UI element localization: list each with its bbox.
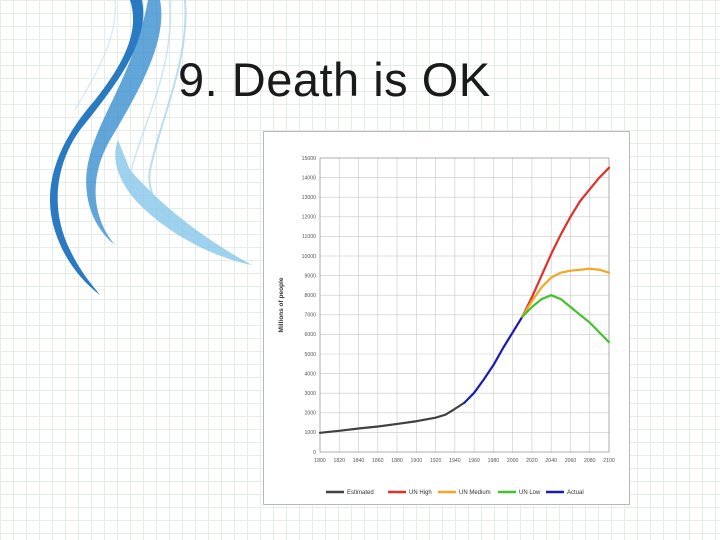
series-line-actual: [463, 315, 524, 404]
legend-label-un-medium: UN Medium: [459, 490, 491, 496]
series-line-un-high: [521, 166, 611, 318]
population-chart: 0 1000 2000 3000 4000 5000 6000 7000 8000 9000 100…: [278, 156, 615, 496]
slide-title: 9. Death is OK: [178, 53, 491, 106]
x-tick-label: 2100: [603, 458, 615, 464]
series-line-un-low: [521, 294, 611, 344]
y-tick-label: 7000: [304, 313, 316, 319]
y-tick-label: 0: [313, 450, 316, 456]
y-tick-label: 12000: [302, 215, 317, 221]
y-tick-label: 8000: [304, 293, 316, 299]
y-axis-ticks: 0 1000 2000 3000 4000 5000 6000 7000 8000 9000 100…: [302, 156, 317, 456]
y-tick-label: 10000: [302, 254, 317, 260]
x-tick-label: 1800: [314, 458, 326, 464]
x-tick-label: 2060: [565, 458, 577, 464]
x-tick-label: 1940: [449, 458, 461, 464]
x-tick-label: 1920: [430, 458, 442, 464]
x-tick-label: 1960: [468, 458, 480, 464]
swoosh-dark-stroke: [49, 0, 144, 295]
x-tick-label: 1860: [372, 458, 384, 464]
x-tick-label: 2040: [545, 458, 557, 464]
x-tick-label: 2000: [507, 458, 519, 464]
y-tick-label: 1000: [304, 430, 316, 436]
y-tick-label: 14000: [302, 175, 317, 181]
swoosh-mid-stroke: [86, 0, 162, 245]
chart-grid: [319, 157, 610, 453]
decorative-swoosh: [49, 0, 252, 295]
y-tick-label: 13000: [302, 195, 317, 201]
y-axis-label: Millions of people: [278, 277, 285, 332]
plot-border: [319, 157, 610, 453]
x-tick-label: 1820: [333, 458, 345, 464]
chart-series: [318, 166, 611, 434]
x-tick-label: 1880: [391, 458, 403, 464]
swoosh-thin-line-3: [74, 0, 116, 111]
swoosh-thin-line-1: [148, 0, 201, 241]
y-tick-label: 3000: [304, 391, 316, 397]
series-line-un-medium: [521, 267, 611, 318]
x-tick-label: 1900: [411, 458, 423, 464]
series-line-estimated: [318, 401, 466, 434]
swoosh-thin-line-2: [129, 0, 172, 176]
x-tick-label: 1980: [488, 458, 500, 464]
y-tick-label: 2000: [304, 411, 316, 417]
y-tick-label: 4000: [304, 371, 316, 377]
legend-label-un-low: UN Low: [519, 490, 541, 496]
x-tick-label: 1840: [353, 458, 365, 464]
y-tick-label: 11000: [302, 234, 316, 240]
y-tick-label: 6000: [304, 332, 316, 338]
swoosh-light-stroke: [115, 140, 252, 265]
legend-label-estimated: Estimated: [347, 490, 374, 496]
y-tick-label: 5000: [304, 352, 316, 358]
chart-image-frame: 0 1000 2000 3000 4000 5000 6000 7000 8000 9000 100…: [263, 131, 630, 505]
legend-label-actual: Actual: [567, 490, 584, 496]
x-tick-label: 2020: [526, 458, 538, 464]
chart-legend: Estimated UN High UN Medium UN Low Actual: [326, 490, 584, 496]
x-axis-ticks: 1800 1820 1840 1860 1880 1900 1920 1940 1960 1980…: [314, 458, 615, 464]
y-tick-label: 9000: [304, 273, 316, 279]
x-tick-label: 2080: [584, 458, 596, 464]
legend-label-un-high: UN High: [409, 490, 432, 496]
y-tick-label: 15000: [302, 156, 317, 162]
